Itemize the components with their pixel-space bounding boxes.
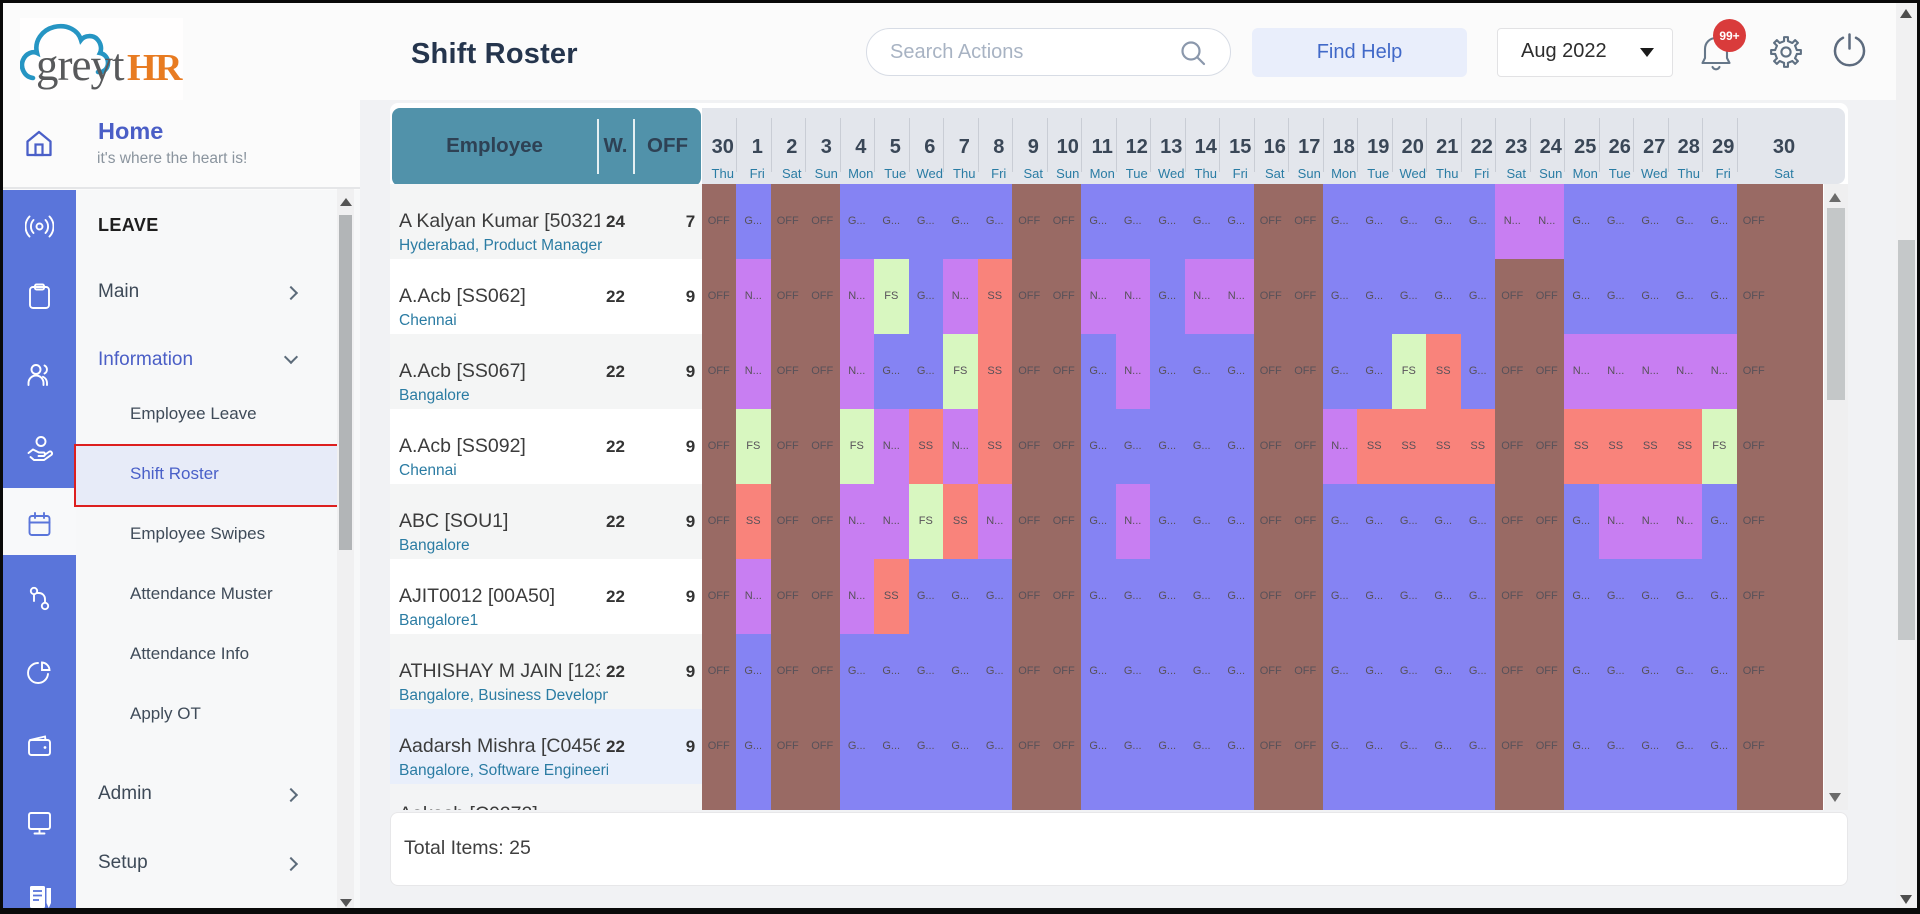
svg-text:greyt: greyt	[36, 40, 125, 90]
svg-text:HR: HR	[127, 47, 183, 89]
